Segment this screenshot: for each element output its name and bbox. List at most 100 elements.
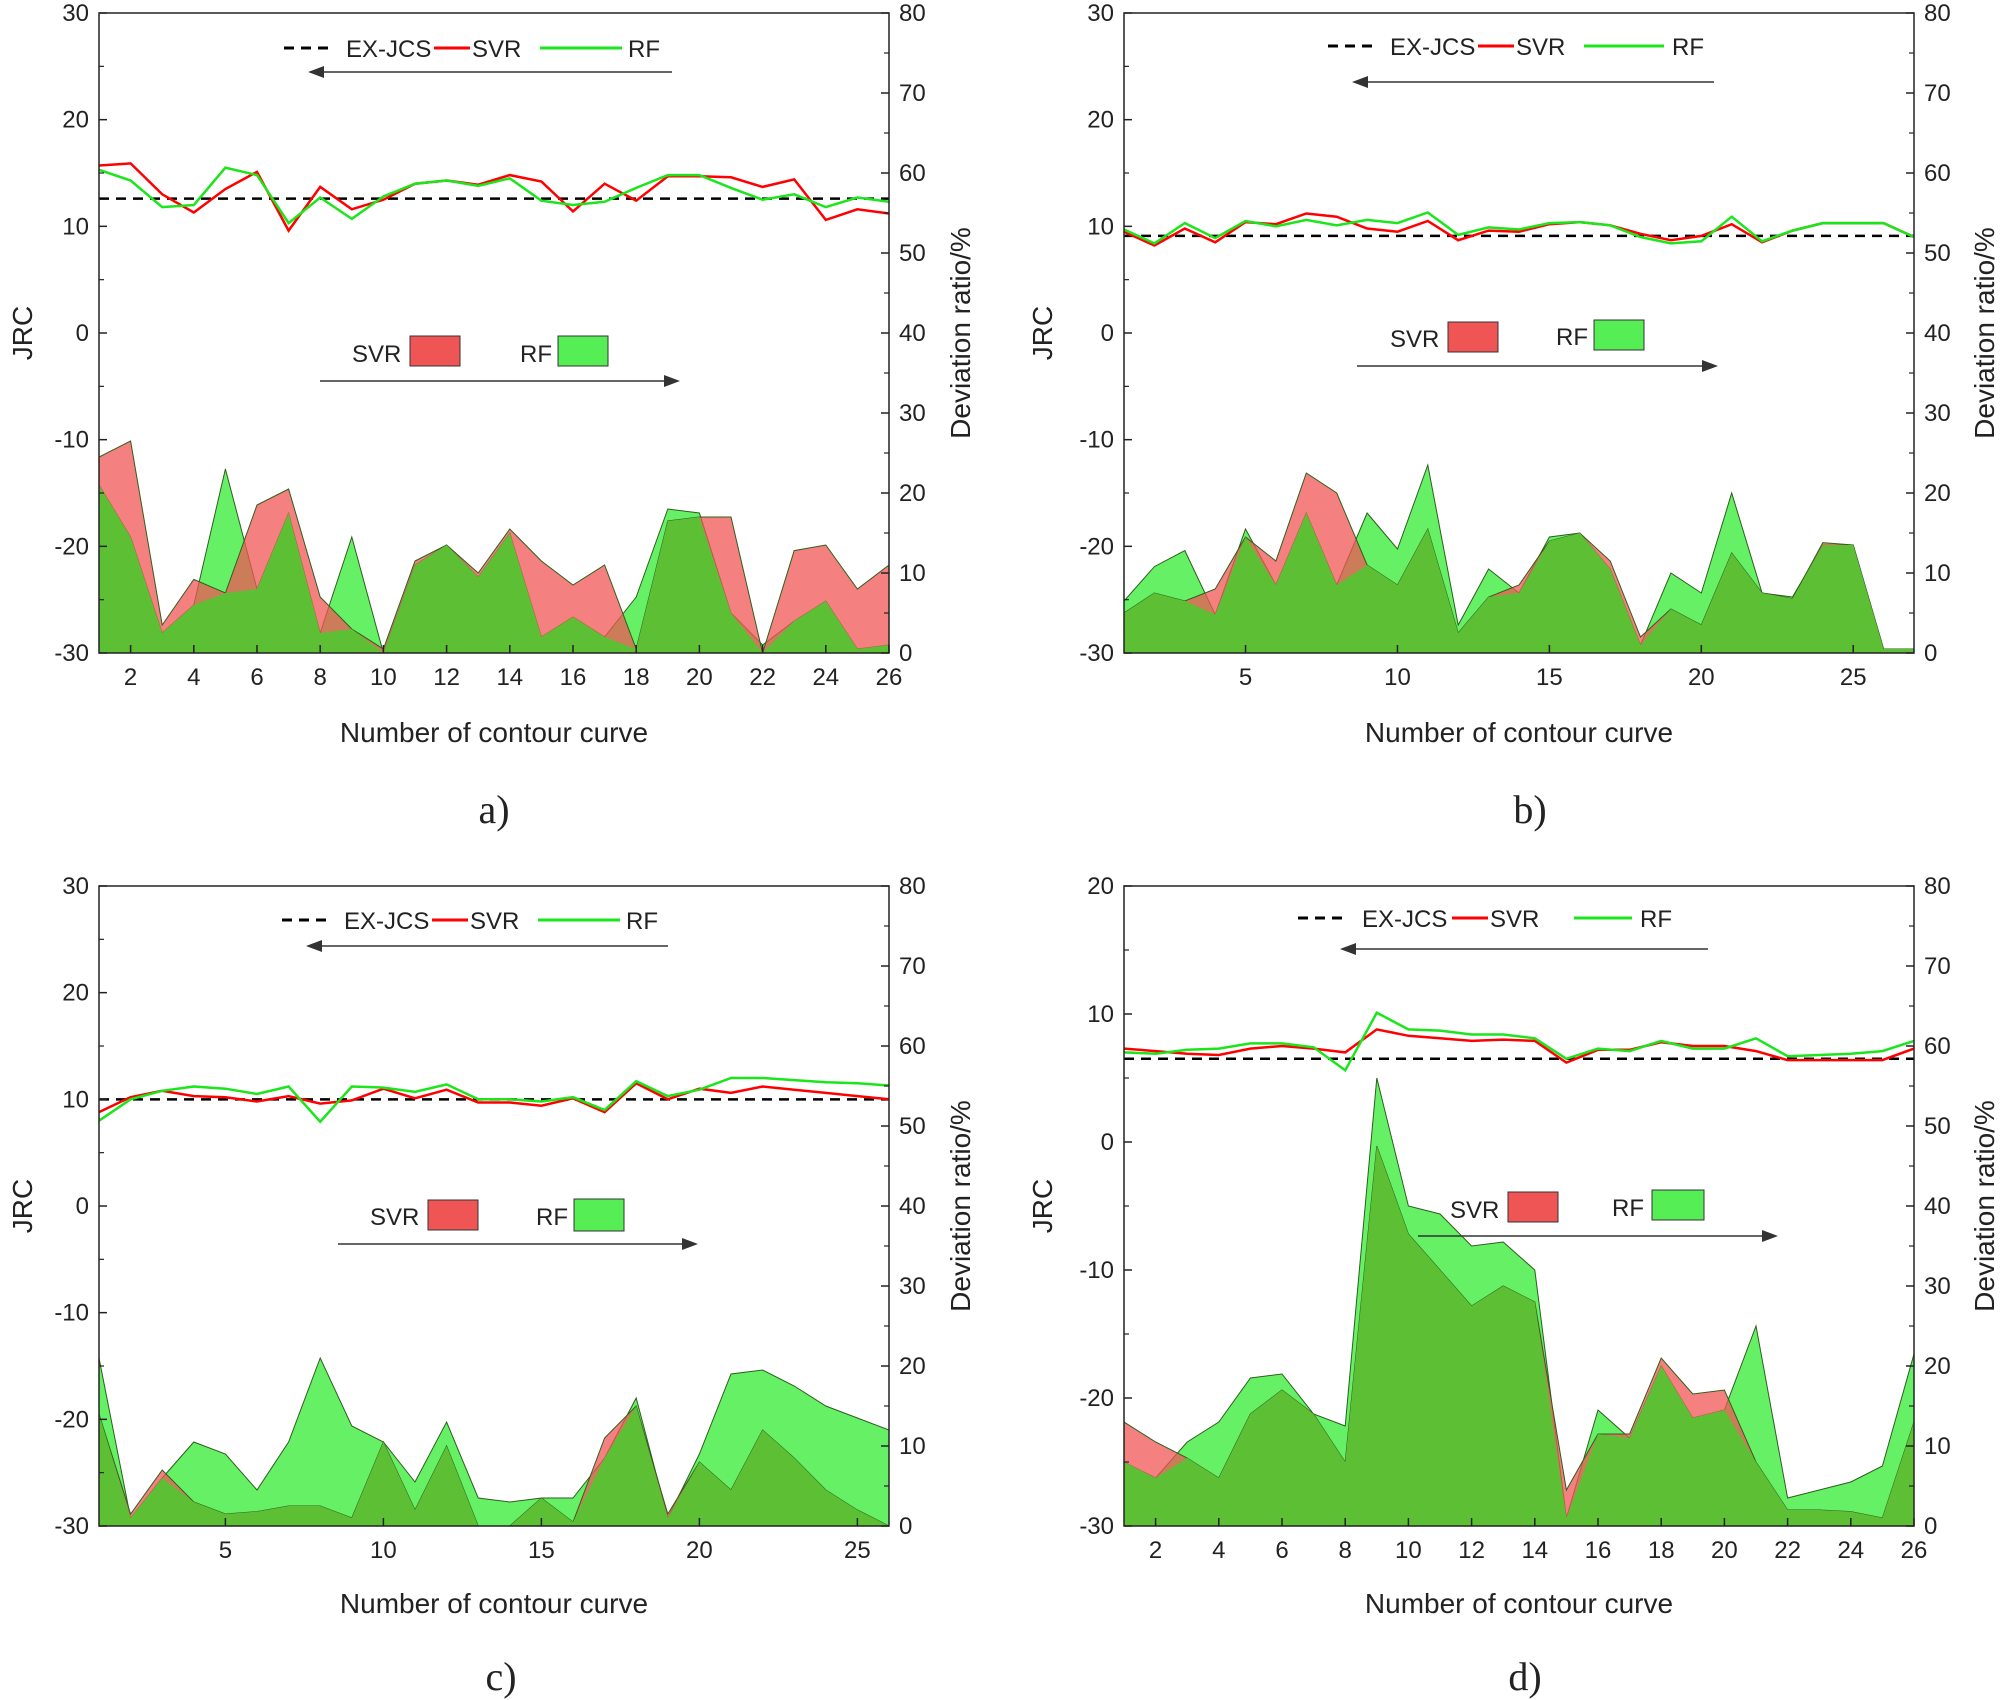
x-tick-label: 22 [749, 664, 776, 691]
left-y-tick-label: -30 [54, 640, 89, 667]
line-rf [1124, 1011, 1914, 1073]
right-y-tick-label: 30 [1924, 400, 1951, 427]
area-overlap [1124, 1146, 1914, 1526]
x-tick-label: 12 [1458, 1537, 1485, 1564]
legend-svr-line-label: SVR [1516, 34, 1565, 61]
right-y-tick-label: 20 [1924, 480, 1951, 507]
legend-rf-area-label: RF [536, 1204, 568, 1231]
legend-lines: EX-JCS SVR RF [282, 908, 668, 952]
line-svr [99, 162, 889, 233]
left-y-tick-label: 0 [1101, 1129, 1114, 1156]
right-y-tick-label: 80 [899, 0, 926, 27]
left-axis-title: JRC [1027, 306, 1058, 360]
legend-ex-jcs-label: EX-JCS [1362, 906, 1447, 933]
left-axis-arrowhead [1340, 943, 1356, 955]
legend-areas: SVR RF [1357, 319, 1718, 372]
legend-svr-area-swatch [427, 1199, 479, 1231]
right-axis-arrowhead [682, 1238, 698, 1250]
legend-svr-line-label: SVR [1490, 906, 1539, 933]
left-y-tick-label: 20 [1087, 873, 1114, 900]
right-y-tick-label: 40 [1924, 1193, 1951, 1220]
x-tick-label: 8 [314, 664, 327, 691]
chart-panel-c: 5 10 15 20 25 -30 -20 -10 0 10 20 30 0 10 20 30 40 50 60 70… [7, 873, 976, 1699]
right-y-tick-label: 70 [1924, 80, 1951, 107]
legend-svr-area-swatch [1447, 321, 1499, 353]
x-tick-label: 12 [433, 664, 460, 691]
legend-areas: SVR RF [320, 335, 680, 387]
left-axis-arrowhead [306, 940, 322, 952]
legend-svr-area-label: SVR [1450, 1197, 1499, 1224]
chart-panel-d: 2 4 6 8 10 12 14 16 18 20 22 24 26-30-20-10010200102… [1027, 873, 2000, 1699]
x-tick-label: 26 [876, 664, 903, 691]
x-tick-label: 15 [528, 1537, 555, 1564]
right-axis-title: Deviation ratio/% [1969, 1100, 2000, 1312]
legend-svr-line-label: SVR [472, 36, 521, 63]
right-y-tick-label: 0 [1924, 640, 1937, 667]
x-tick-label: 2 [1149, 1537, 1162, 1564]
legend-lines: EX-JCS SVR RF [1328, 34, 1714, 88]
right-y-tick-label: 60 [899, 160, 926, 187]
right-y-tick-label: 0 [899, 640, 912, 667]
left-axis-title: JRC [1027, 1179, 1058, 1233]
line-rf [99, 1076, 889, 1124]
left-y-tick-label: 20 [1087, 107, 1114, 134]
left-y-tick-label: -10 [54, 1300, 89, 1327]
x-tick-label: 26 [1901, 1537, 1928, 1564]
right-y-tick-label: 60 [899, 1033, 926, 1060]
right-y-tick-label: 10 [1924, 1433, 1951, 1460]
x-tick-label: 10 [370, 1537, 397, 1564]
right-y-tick-label: 70 [899, 80, 926, 107]
left-y-tick-label: 10 [1087, 1001, 1114, 1028]
x-tick-label: 4 [187, 664, 200, 691]
chart-panel-a: 2 4 6 8 10 12 14 16 18 20 22 24 26-30-20-10010203001… [7, 0, 976, 832]
legend-svr-area-label: SVR [1390, 326, 1439, 353]
right-y-tick-label: 50 [1924, 1113, 1951, 1140]
left-y-tick-label: -10 [54, 427, 89, 454]
left-axis-arrowhead [308, 66, 324, 78]
x-tick-label: 10 [1384, 664, 1411, 691]
right-y-tick-label: 40 [899, 1193, 926, 1220]
left-y-tick-label: 0 [76, 1193, 89, 1220]
right-y-tick-label: 0 [899, 1513, 912, 1540]
legend-areas: SVR RF [1418, 1189, 1778, 1242]
x-tick-label: 5 [219, 1537, 232, 1564]
x-tick-label: 18 [1648, 1537, 1675, 1564]
legend-rf-area-swatch [557, 335, 609, 367]
x-tick-label: 25 [1840, 664, 1867, 691]
left-y-tick-label: -30 [1079, 1513, 1114, 1540]
right-y-tick-label: 30 [899, 1273, 926, 1300]
left-axis-title: JRC [7, 306, 38, 360]
x-tick-label: 14 [1521, 1537, 1548, 1564]
legend-lines: EX-JCS SVR RF [284, 36, 672, 78]
right-y-tick-label: 50 [1924, 240, 1951, 267]
left-y-tick-label: 10 [62, 213, 89, 240]
x-tick-label: 10 [1395, 1537, 1422, 1564]
right-axis-arrowhead [1762, 1230, 1778, 1242]
left-y-tick-label: 0 [76, 320, 89, 347]
x-tick-label: 20 [1688, 664, 1715, 691]
left-axis-title: JRC [7, 1179, 38, 1233]
right-y-tick-label: 50 [899, 1113, 926, 1140]
right-y-tick-label: 60 [1924, 160, 1951, 187]
x-tick-label: 6 [1275, 1537, 1288, 1564]
left-y-tick-label: -20 [54, 1406, 89, 1433]
legend-rf-line-label: RF [1672, 34, 1704, 61]
area-overlap [99, 1406, 889, 1526]
legend-rf-area-label: RF [520, 341, 552, 368]
right-y-tick-label: 70 [899, 953, 926, 980]
right-y-tick-label: 30 [1924, 1273, 1951, 1300]
x-tick-label: 22 [1774, 1537, 1801, 1564]
legend-svr-area-swatch [409, 335, 461, 367]
x-tick-label: 8 [1339, 1537, 1352, 1564]
right-y-tick-label: 80 [899, 873, 926, 900]
legend-ex-jcs-label: EX-JCS [1390, 34, 1475, 61]
right-y-tick-label: 0 [1924, 1513, 1937, 1540]
x-tick-label: 16 [1585, 1537, 1612, 1564]
x-axis-title: Number of contour curve [340, 1588, 648, 1619]
right-y-tick-label: 80 [1924, 0, 1951, 27]
right-y-tick-label: 20 [1924, 1353, 1951, 1380]
left-y-tick-label: 0 [1101, 320, 1114, 347]
left-y-tick-label: -30 [54, 1513, 89, 1540]
left-y-tick-label: 20 [62, 980, 89, 1007]
right-y-tick-label: 60 [1924, 1033, 1951, 1060]
